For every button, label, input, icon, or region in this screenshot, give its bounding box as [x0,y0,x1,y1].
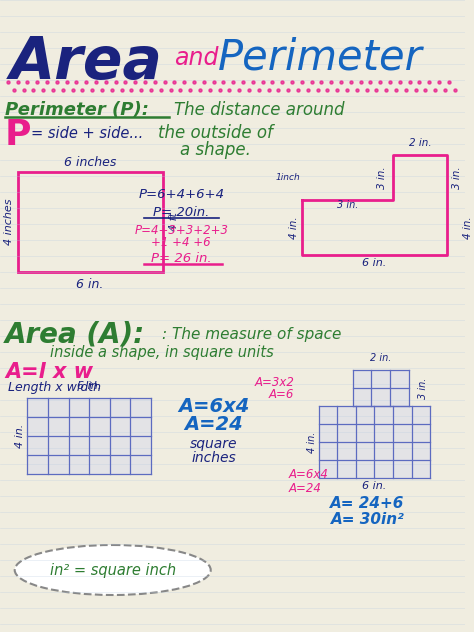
Text: : The measure of space: : The measure of space [162,327,341,343]
Text: A=l x w: A=l x w [5,362,93,382]
Text: 6 inches: 6 inches [64,157,116,169]
Text: Area: Area [10,33,163,90]
Text: 4 ft: 4 ft [169,212,179,231]
Text: A=3x2: A=3x2 [254,375,294,389]
Text: 1inch: 1inch [275,173,300,182]
Text: and: and [174,46,219,70]
Text: inside a shape, in square units: inside a shape, in square units [50,344,273,360]
Text: 4 in.: 4 in. [307,431,317,453]
Text: Area (A):: Area (A): [5,321,145,349]
Text: A=6x4: A=6x4 [178,398,249,416]
Text: P=6+4+6+4: P=6+4+6+4 [138,188,224,202]
Text: 6 in.: 6 in. [362,481,386,491]
Text: A=6x4: A=6x4 [289,468,329,482]
Text: square: square [190,437,237,451]
Ellipse shape [15,545,211,595]
Text: A= 24+6: A= 24+6 [330,495,405,511]
Text: 2 in.: 2 in. [409,138,431,148]
Text: = side + side...: = side + side... [31,126,144,140]
Text: 3 in.: 3 in. [419,377,428,399]
Text: inches: inches [191,451,236,465]
Text: 3 in.: 3 in. [452,166,462,189]
Text: 4 in.: 4 in. [15,424,25,448]
Text: P: P [5,118,31,152]
Text: 2 in.: 2 in. [370,353,392,363]
Text: A=6: A=6 [269,389,294,401]
Text: Length x width: Length x width [8,380,101,394]
Bar [27,398,151,474]
Text: 4 in.: 4 in. [463,216,473,239]
Text: 6 in.: 6 in. [362,258,386,268]
Text: P=4+3+3+2+3: P=4+3+3+2+3 [134,224,228,236]
Text: 4 in.: 4 in. [289,216,299,239]
Text: P= 26 in.: P= 26 in. [151,252,211,265]
Text: A=24: A=24 [184,415,243,435]
Text: 3 in.: 3 in. [337,200,358,210]
Text: 3 in.: 3 in. [377,166,387,189]
Text: the outside of: the outside of [158,124,273,142]
Text: 6 in.: 6 in. [76,277,104,291]
Text: A= 30in²: A= 30in² [331,513,404,528]
Text: 4 inches: 4 inches [4,198,14,245]
Text: a shape.: a shape. [180,141,251,159]
Text: 6 in.: 6 in. [77,381,101,391]
Bar [319,406,430,478]
Bar [18,172,163,272]
Text: A=24: A=24 [289,482,322,495]
Text: Perimeter (P):: Perimeter (P): [5,101,149,119]
Text: The distance around: The distance around [174,101,345,119]
Text: P= 20in.: P= 20in. [153,205,210,219]
Text: +1 +4 +6: +1 +4 +6 [152,236,211,250]
Text: in² = square inch: in² = square inch [50,562,176,578]
Text: Perimeter: Perimeter [218,37,422,79]
Bar [353,370,409,406]
